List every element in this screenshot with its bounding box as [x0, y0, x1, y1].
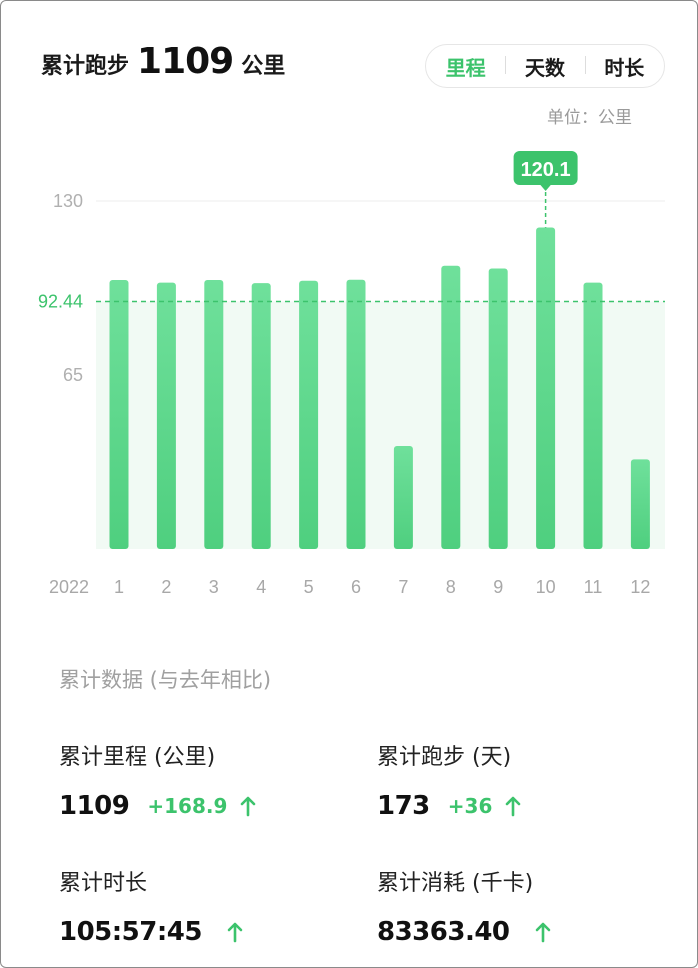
x-tick-label: 9	[493, 577, 503, 597]
stat-total-duration: 累计时长 105:57:45	[59, 865, 244, 947]
average-shade	[96, 301, 665, 549]
tab-distance[interactable]: 里程	[445, 55, 486, 80]
stat-label: 累计消耗 (千卡)	[377, 871, 534, 896]
x-tick-label: 1	[114, 577, 124, 597]
bar	[583, 282, 603, 549]
x-tick-label: 3	[209, 577, 219, 597]
stat-total-distance: 累计里程 (公里) 1109 +168.9	[59, 739, 257, 821]
bar	[630, 459, 650, 549]
bar	[488, 268, 508, 549]
arrow-up-icon	[506, 796, 521, 817]
highlight-value-label: 120.1	[521, 159, 571, 181]
x-tick-label: 5	[304, 577, 314, 597]
summary-unit: 公里	[241, 54, 286, 79]
highlight-badge-pointer	[539, 184, 552, 191]
stat-total-calories: 累计消耗 (千卡) 83363.40	[377, 865, 552, 947]
y-tick-label: 130	[53, 191, 83, 211]
year-label: 2022	[49, 577, 89, 597]
stat-delta: +168.9	[147, 794, 228, 818]
arrow-up-icon	[241, 796, 256, 817]
stat-label: 累计跑步 (天)	[377, 745, 512, 770]
stat-label: 累计时长	[59, 871, 148, 896]
bar	[156, 282, 176, 549]
stats-title: 累计数据 (与去年相比)	[59, 668, 272, 692]
stat-value: 173	[377, 791, 430, 821]
average-label: 92.44	[38, 292, 83, 312]
metric-tabs: 里程 天数 时长	[425, 44, 665, 88]
unit-label: 单位：公里	[547, 108, 632, 128]
bar	[299, 280, 319, 549]
bar	[346, 279, 366, 549]
x-tick-label: 2	[161, 577, 171, 597]
stat-delta: +36	[447, 794, 493, 818]
stat-label: 累计里程 (公里)	[59, 745, 216, 770]
stat-value: 1109	[59, 791, 130, 821]
stat-value: 83363.40	[377, 917, 510, 947]
bar	[204, 279, 224, 549]
bar	[536, 227, 556, 550]
x-tick-label: 8	[446, 577, 456, 597]
summary-label: 累计跑步	[41, 54, 130, 79]
arrow-up-icon	[227, 922, 243, 943]
arrow-up-icon	[535, 922, 550, 943]
x-tick-label: 7	[398, 577, 408, 597]
summary-header: 累计跑步 1109 公里	[41, 41, 285, 97]
bar	[393, 445, 413, 549]
tab-duration[interactable]: 时长	[584, 52, 664, 81]
bar	[251, 283, 271, 549]
tab-days[interactable]: 天数	[505, 52, 584, 81]
highlight-badge	[513, 151, 578, 185]
stat-total-days: 累计跑步 (天) 173 +36	[377, 739, 522, 821]
x-tick-label: 12	[630, 577, 650, 597]
summary-total: 1109	[137, 41, 234, 82]
y-tick-label: 65	[63, 365, 83, 385]
stat-value: 105:57:45	[59, 917, 202, 947]
bar	[109, 279, 129, 549]
x-tick-label: 6	[351, 577, 361, 597]
x-tick-label: 11	[584, 577, 603, 597]
x-tick-label: 4	[256, 577, 266, 597]
x-tick-label: 10	[536, 577, 556, 597]
bar	[441, 265, 461, 549]
